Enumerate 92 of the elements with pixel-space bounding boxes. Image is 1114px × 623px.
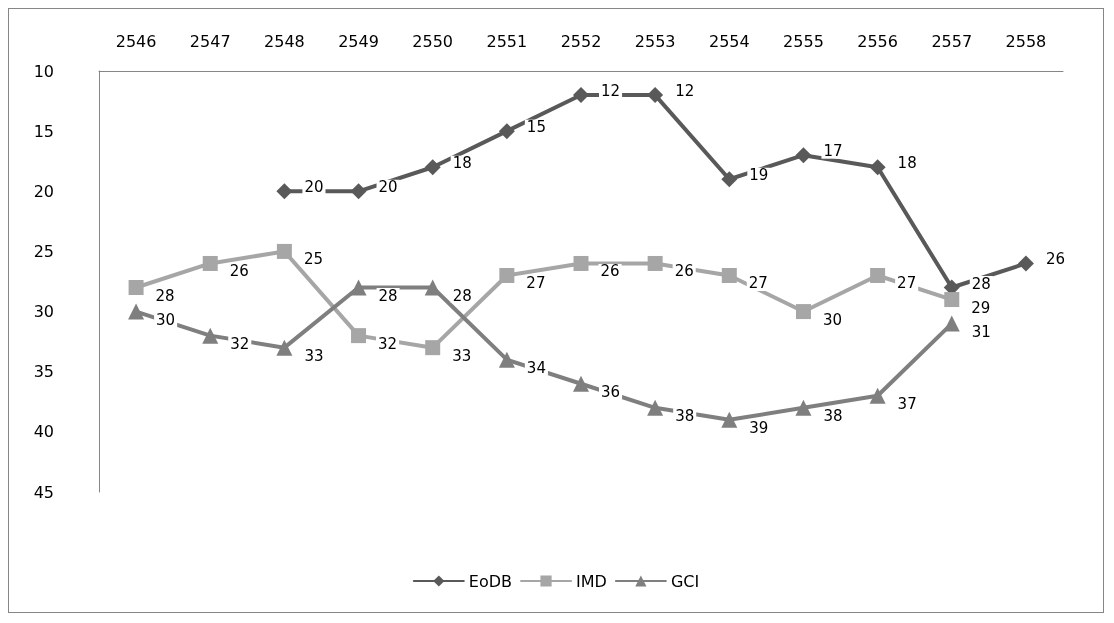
data-label: 27 xyxy=(748,274,768,293)
point xyxy=(944,292,960,308)
data-label: 32 xyxy=(230,334,250,353)
data-label: 31 xyxy=(971,322,991,341)
x-tick-label: 2557 xyxy=(931,31,973,51)
data-label: 28 xyxy=(971,274,991,293)
point xyxy=(573,87,589,104)
data-label: 29 xyxy=(971,298,991,317)
point xyxy=(276,183,293,200)
data-label: 19 xyxy=(749,166,769,185)
point xyxy=(647,255,663,271)
data-label: 26 xyxy=(229,262,249,281)
data-label: 12 xyxy=(675,82,695,101)
y-tick-label: 45 xyxy=(33,482,54,502)
point xyxy=(425,340,441,356)
point xyxy=(721,411,738,428)
data-label: 26 xyxy=(1045,250,1066,269)
data-label: 25 xyxy=(303,250,323,269)
x-tick-label: 2546 xyxy=(115,31,157,51)
point xyxy=(795,147,812,164)
data-label: 34 xyxy=(526,358,546,377)
y-tick-label: 30 xyxy=(33,302,54,322)
point xyxy=(350,183,367,200)
point xyxy=(795,304,811,320)
x-tick-label: 2558 xyxy=(1005,31,1047,51)
data-label: 15 xyxy=(526,118,546,137)
data-label: 28 xyxy=(452,286,472,305)
x-tick-label: 2552 xyxy=(560,31,602,51)
point xyxy=(870,267,886,283)
legend-label: EoDB xyxy=(468,571,513,591)
point xyxy=(1017,255,1034,272)
x-tick-label: 2551 xyxy=(486,31,528,51)
data-label: 38 xyxy=(675,406,695,425)
data-label: 30 xyxy=(156,310,176,329)
point xyxy=(202,327,219,344)
data-label: 36 xyxy=(601,382,621,401)
data-label: 18 xyxy=(452,154,472,173)
point xyxy=(424,279,441,296)
x-tick-label: 2547 xyxy=(189,31,231,51)
data-label: 30 xyxy=(822,310,843,329)
x-tick-label: 2556 xyxy=(857,31,898,51)
data-label: 39 xyxy=(749,418,769,437)
y-tick-label: 35 xyxy=(33,362,54,382)
y-tick-label: 25 xyxy=(33,241,54,261)
point xyxy=(128,303,145,320)
data-label: 12 xyxy=(601,82,621,101)
point xyxy=(869,159,886,176)
y-tick-label: 20 xyxy=(33,181,54,201)
x-tick-label: 2549 xyxy=(338,31,379,51)
point xyxy=(721,267,737,283)
y-tick-label: 10 xyxy=(33,61,54,81)
y-tick-label: 40 xyxy=(33,422,54,442)
x-tick-label: 2550 xyxy=(412,31,454,51)
data-label: 38 xyxy=(823,406,843,425)
point xyxy=(276,339,293,356)
data-label: 18 xyxy=(897,154,917,173)
data-label: 33 xyxy=(452,346,472,365)
point xyxy=(202,255,218,271)
point xyxy=(647,399,664,416)
point xyxy=(721,171,738,188)
point xyxy=(424,159,441,176)
x-tick-label: 2555 xyxy=(783,31,824,51)
point xyxy=(351,328,367,344)
data-label: 27 xyxy=(526,274,546,293)
legend-label: GCI xyxy=(670,571,700,591)
data-label: 33 xyxy=(304,346,324,365)
x-tick-label: 2548 xyxy=(264,31,305,51)
point xyxy=(128,280,144,296)
point xyxy=(869,387,886,404)
data-label: 26 xyxy=(674,262,694,281)
data-label: 37 xyxy=(897,394,917,413)
point xyxy=(499,267,515,283)
point xyxy=(573,375,589,392)
data-label: 20 xyxy=(378,178,398,197)
point xyxy=(276,243,292,259)
data-label: 32 xyxy=(378,334,398,353)
x-tick-label: 2553 xyxy=(634,31,676,51)
point xyxy=(498,123,515,140)
point xyxy=(647,87,664,104)
point xyxy=(573,255,589,271)
data-label: 27 xyxy=(897,274,917,293)
data-label: 20 xyxy=(304,178,324,197)
data-label: 28 xyxy=(155,286,175,305)
data-label: 28 xyxy=(378,286,398,305)
legend-label: IMD xyxy=(576,571,607,591)
point xyxy=(498,351,515,368)
data-label: 17 xyxy=(823,142,843,161)
x-tick-label: 2554 xyxy=(708,31,750,51)
point xyxy=(795,399,812,416)
data-label: 26 xyxy=(600,262,620,281)
y-tick-label: 15 xyxy=(33,121,54,141)
point xyxy=(350,279,367,296)
